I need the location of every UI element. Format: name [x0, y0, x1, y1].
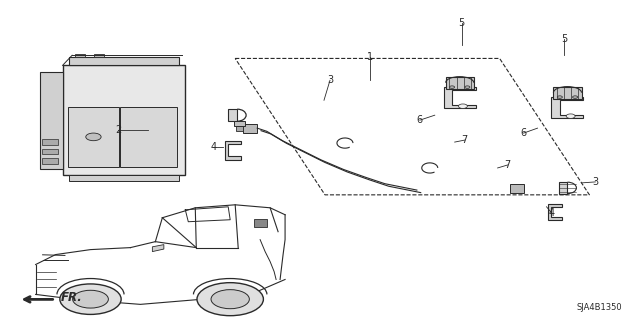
Text: 6: 6: [520, 128, 527, 138]
Bar: [253, 219, 266, 227]
Bar: [68, 107, 119, 167]
Bar: [40, 72, 63, 168]
Circle shape: [449, 86, 454, 88]
Polygon shape: [152, 245, 164, 252]
Bar: [42, 158, 58, 164]
Bar: [69, 175, 179, 181]
Bar: [554, 86, 582, 99]
Circle shape: [72, 290, 108, 308]
Bar: [95, 54, 104, 57]
Bar: [509, 184, 524, 193]
Bar: [228, 109, 237, 121]
Bar: [120, 107, 177, 167]
Polygon shape: [547, 204, 561, 220]
Text: SJA4B1350: SJA4B1350: [577, 303, 622, 312]
Bar: [445, 77, 474, 89]
Circle shape: [465, 86, 470, 88]
Circle shape: [60, 284, 121, 315]
Circle shape: [86, 133, 101, 141]
Bar: [42, 139, 58, 145]
Text: 3: 3: [327, 75, 333, 85]
Circle shape: [458, 104, 467, 108]
Bar: [559, 182, 568, 194]
Text: 5: 5: [459, 18, 465, 28]
Circle shape: [566, 114, 575, 118]
Circle shape: [573, 96, 578, 98]
Circle shape: [557, 96, 563, 98]
Text: 5: 5: [561, 33, 568, 43]
Bar: [42, 149, 58, 154]
Bar: [69, 57, 179, 65]
Text: 4: 4: [548, 208, 554, 218]
Bar: [243, 124, 257, 133]
Text: 3: 3: [593, 177, 598, 187]
Bar: [234, 121, 246, 126]
Text: 2: 2: [115, 125, 122, 135]
Polygon shape: [225, 140, 241, 160]
Text: FR.: FR.: [61, 291, 83, 304]
Circle shape: [197, 283, 264, 316]
Text: 7: 7: [504, 160, 511, 170]
Polygon shape: [444, 87, 476, 108]
Text: 7: 7: [461, 135, 468, 145]
Bar: [76, 54, 85, 57]
Bar: [63, 65, 186, 175]
Bar: [236, 126, 243, 131]
Polygon shape: [552, 97, 584, 118]
Text: 6: 6: [417, 115, 423, 125]
Text: 1: 1: [367, 52, 373, 63]
Text: 4: 4: [210, 142, 216, 152]
Circle shape: [211, 290, 250, 309]
